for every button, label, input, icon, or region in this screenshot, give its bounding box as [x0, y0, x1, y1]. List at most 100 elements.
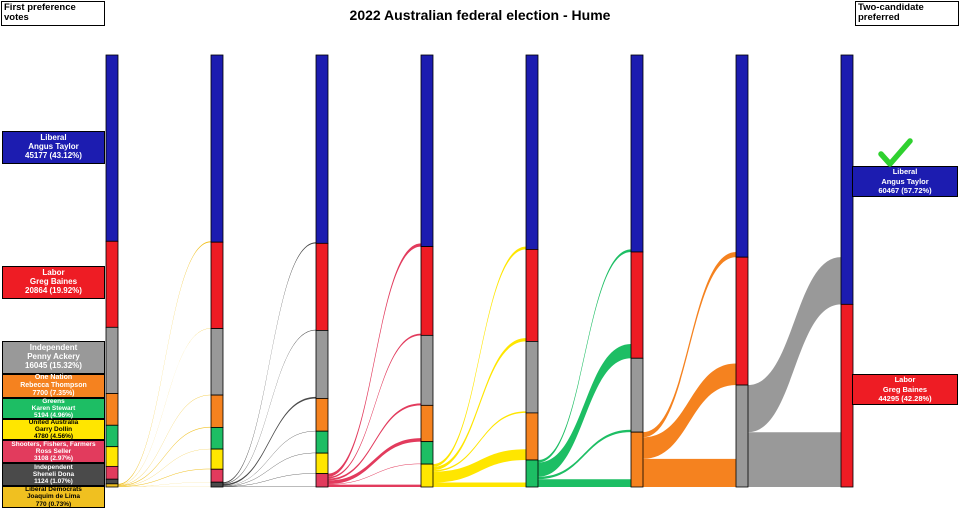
sankey-bar-segment	[105, 483, 119, 488]
sankey-bar-segment	[420, 404, 434, 443]
preference-flow	[433, 449, 526, 483]
preference-flow	[433, 482, 526, 487]
preference-flow	[538, 429, 631, 480]
sankey-bar-segment	[735, 256, 749, 386]
sankey-bar-segment	[735, 54, 749, 258]
preference-flow	[223, 473, 316, 487]
sankey-bar-segment	[630, 357, 644, 433]
party-name: Liberal	[892, 167, 918, 177]
vote-count: 5194 (4.96%)	[33, 412, 74, 420]
preference-flow	[118, 448, 211, 487]
preference-flow	[328, 438, 421, 485]
sankey-bar-segment	[630, 54, 644, 253]
candidate-name: Ross Seller	[35, 447, 72, 455]
sankey-bar-segment	[525, 341, 539, 414]
sankey-bar-segment	[210, 328, 224, 396]
vote-count: 7700 (7.35%)	[32, 389, 75, 397]
preference-flow	[643, 363, 736, 459]
sankey-bar-segment	[105, 478, 119, 485]
preference-flow	[118, 328, 211, 486]
sankey-bar-segment	[315, 473, 329, 488]
sankey-bar-segment	[525, 54, 539, 250]
vote-count: 45177 (43.12%)	[25, 150, 82, 160]
candidate-label-karen-stewart: Greens Karen Stewart 5194 (4.96%)	[2, 398, 105, 419]
sankey-bar-segment	[315, 398, 329, 432]
page-title: 2022 Australian federal election - Hume	[349, 7, 611, 23]
vote-count: 770 (0.73%)	[35, 500, 72, 508]
candidate-label-ross-seller: Shooters, Fishers, Farmers Ross Seller 310…	[2, 440, 105, 463]
candidate-name: Penny Ackery	[27, 352, 80, 362]
party-name: Labor	[894, 375, 916, 385]
preference-flow	[643, 458, 736, 487]
party-name: Liberal	[40, 133, 67, 143]
candidate-name: Greg Baines	[882, 384, 928, 394]
elected-check-icon	[876, 138, 914, 168]
candidate-label-penny-ackery: Independent Penny Ackery 16045 (15.32%)	[2, 341, 105, 374]
sankey-bar-segment	[420, 246, 434, 336]
sankey-bar-segment	[630, 251, 644, 359]
sankey-bar-segment	[525, 248, 539, 342]
vote-count: 3108 (2.97%)	[33, 455, 74, 463]
sankey-bar-segment	[210, 448, 224, 470]
preference-flow	[328, 403, 421, 481]
sankey-bar-segment	[105, 446, 119, 467]
party-name: Independent	[34, 463, 73, 471]
vote-count: 1124 (1.07%)	[34, 478, 73, 486]
preference-flow	[118, 468, 211, 487]
first-preference-label-box: First preference votes	[1, 1, 105, 26]
candidate-name: Sheneli Dona	[32, 470, 75, 478]
sankey-bar-segment	[420, 334, 434, 406]
vote-count: 60467 (57.72%)	[878, 186, 932, 196]
sankey-bar-segment	[105, 465, 119, 480]
sankey-bar-segment	[420, 54, 434, 247]
party-name: Greens	[42, 397, 65, 405]
sankey-bar-segment	[525, 459, 539, 488]
candidate-name: Angus Taylor	[881, 176, 929, 186]
preference-flow	[118, 394, 211, 486]
candidate-label-greg-baines: Labor Greg Baines 20864 (19.92%)	[2, 266, 105, 299]
candidate-label-garry-dollin: United Australia Garry Dollin 4780 (4.56%)	[2, 419, 105, 440]
sankey-bar-segment	[735, 384, 749, 488]
candidate-name: Karen Stewart	[31, 404, 76, 412]
sankey-bar-segment	[210, 241, 224, 329]
sankey-bar-segment	[315, 430, 329, 454]
candidate-label-joaquim-de-lima: Liberal Democrats Joaquim de Lima 770 (0.7…	[2, 486, 105, 508]
vote-count: 4780 (4.56%)	[33, 433, 74, 441]
sankey-bar-segment	[105, 393, 119, 426]
party-name: Labor	[42, 268, 65, 278]
candidate-label-angus-taylor: Liberal Angus Taylor 45177 (43.12%)	[2, 131, 105, 164]
sankey-bar-segment	[525, 412, 539, 461]
preference-flow	[433, 338, 526, 471]
preference-flow	[118, 241, 211, 485]
party-name: Independent	[29, 343, 78, 353]
preference-flow	[748, 257, 841, 433]
candidate-name: Rebecca Thompson	[20, 382, 87, 390]
party-name: One Nation	[34, 374, 73, 382]
sankey-bar-segment	[210, 54, 224, 243]
vote-count: 20864 (19.92%)	[25, 285, 82, 295]
sankey-bar-segment	[630, 431, 644, 488]
preference-flow	[328, 484, 421, 487]
preference-flow	[328, 463, 421, 485]
sankey-bar-segment	[315, 329, 329, 399]
sankey-bar-segment	[210, 481, 224, 488]
preference-flow	[118, 426, 211, 487]
sankey-bar-segment	[210, 427, 224, 450]
candidate-name: Garry Dollin	[34, 425, 73, 433]
party-name: United Australia	[28, 418, 79, 426]
vote-count: 44295 (42.28%)	[878, 394, 932, 404]
party-name: Liberal Democrats	[25, 486, 82, 494]
sankey-bar-segment	[315, 54, 329, 244]
preference-flow	[433, 411, 526, 472]
preference-flow	[538, 249, 631, 463]
preference-flow	[328, 243, 421, 477]
sankey-bar-segment	[105, 326, 119, 394]
preference-flow	[118, 482, 211, 487]
sankey-bar-segment	[105, 54, 119, 242]
preference-flow	[643, 251, 736, 438]
candidate-name: Angus Taylor	[28, 142, 79, 152]
vote-count: 16045 (15.32%)	[25, 360, 82, 370]
sankey-bar-segment	[210, 394, 224, 428]
candidate-name: Joaquim de Lima	[26, 493, 81, 501]
